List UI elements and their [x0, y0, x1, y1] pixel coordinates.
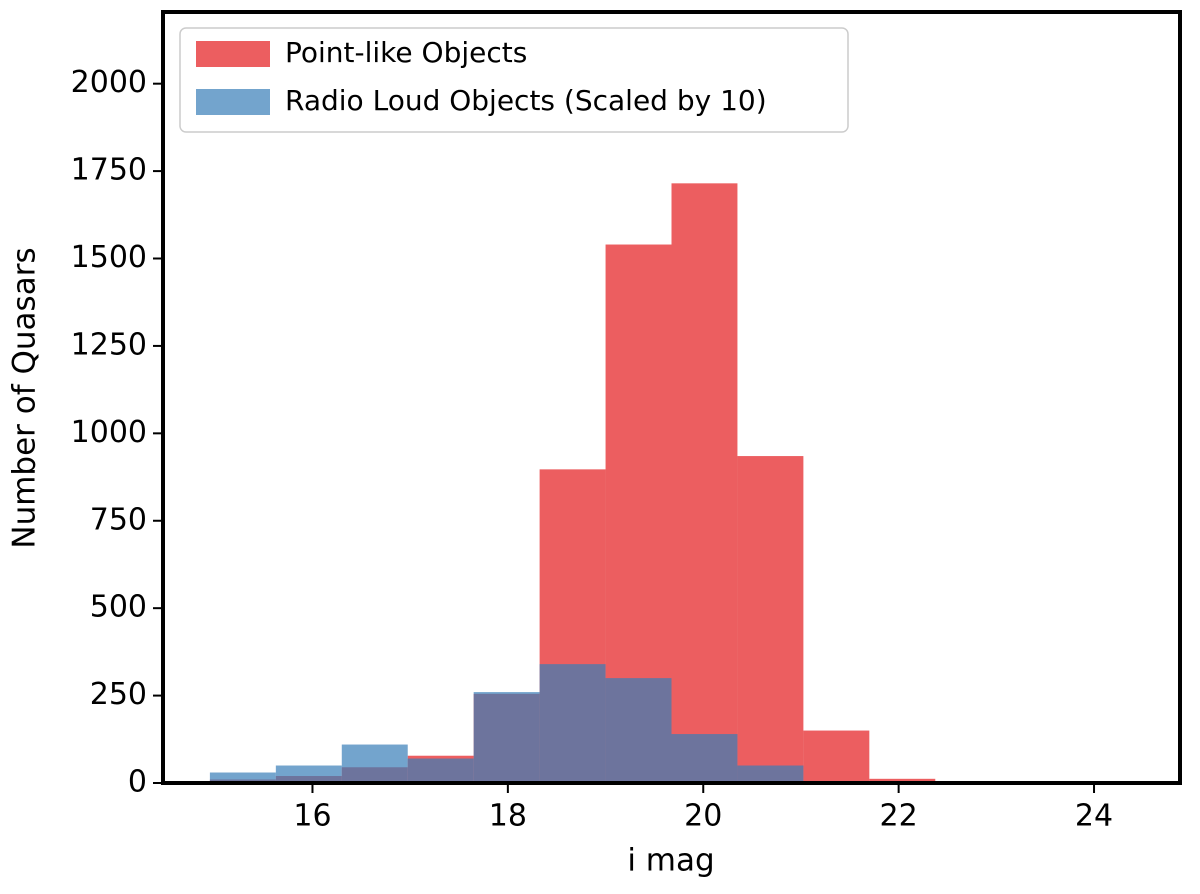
y-tick-label: 500	[90, 590, 147, 625]
legend-label: Point-like Objects	[285, 36, 527, 69]
bar	[737, 456, 804, 783]
bar	[803, 730, 870, 783]
bar	[869, 778, 936, 783]
y-tick-label: 1750	[71, 153, 147, 188]
bar	[539, 664, 606, 783]
bar	[407, 758, 474, 783]
x-tick-label: 22	[880, 799, 918, 834]
legend-swatch	[196, 89, 270, 115]
y-axis-label: Number of Quasars	[7, 247, 43, 548]
bar	[737, 765, 804, 783]
x-tick-label: 24	[1075, 799, 1113, 834]
plot-frame	[161, 10, 1182, 785]
bar	[341, 744, 408, 783]
bar	[605, 678, 672, 783]
bar	[671, 183, 738, 784]
y-tick-label: 250	[90, 677, 147, 712]
bar	[275, 765, 342, 783]
bar	[209, 772, 276, 783]
legend-swatch	[196, 41, 270, 67]
y-tick-label: 1500	[71, 240, 147, 275]
legend-label: Radio Loud Objects (Scaled by 10)	[285, 84, 767, 117]
bar	[671, 734, 738, 783]
y-tick-label: 0	[128, 765, 147, 800]
legend-box	[179, 27, 849, 133]
y-tick-label: 1000	[71, 415, 147, 450]
y-tick-label: 1250	[71, 327, 147, 362]
x-axis-label: i mag	[627, 843, 714, 879]
x-tick-label: 20	[684, 799, 722, 834]
x-tick-label: 18	[489, 799, 527, 834]
x-tick-label: 16	[293, 799, 331, 834]
bar	[473, 692, 540, 783]
y-tick-label: 2000	[71, 65, 147, 100]
y-tick-label: 750	[90, 502, 147, 537]
